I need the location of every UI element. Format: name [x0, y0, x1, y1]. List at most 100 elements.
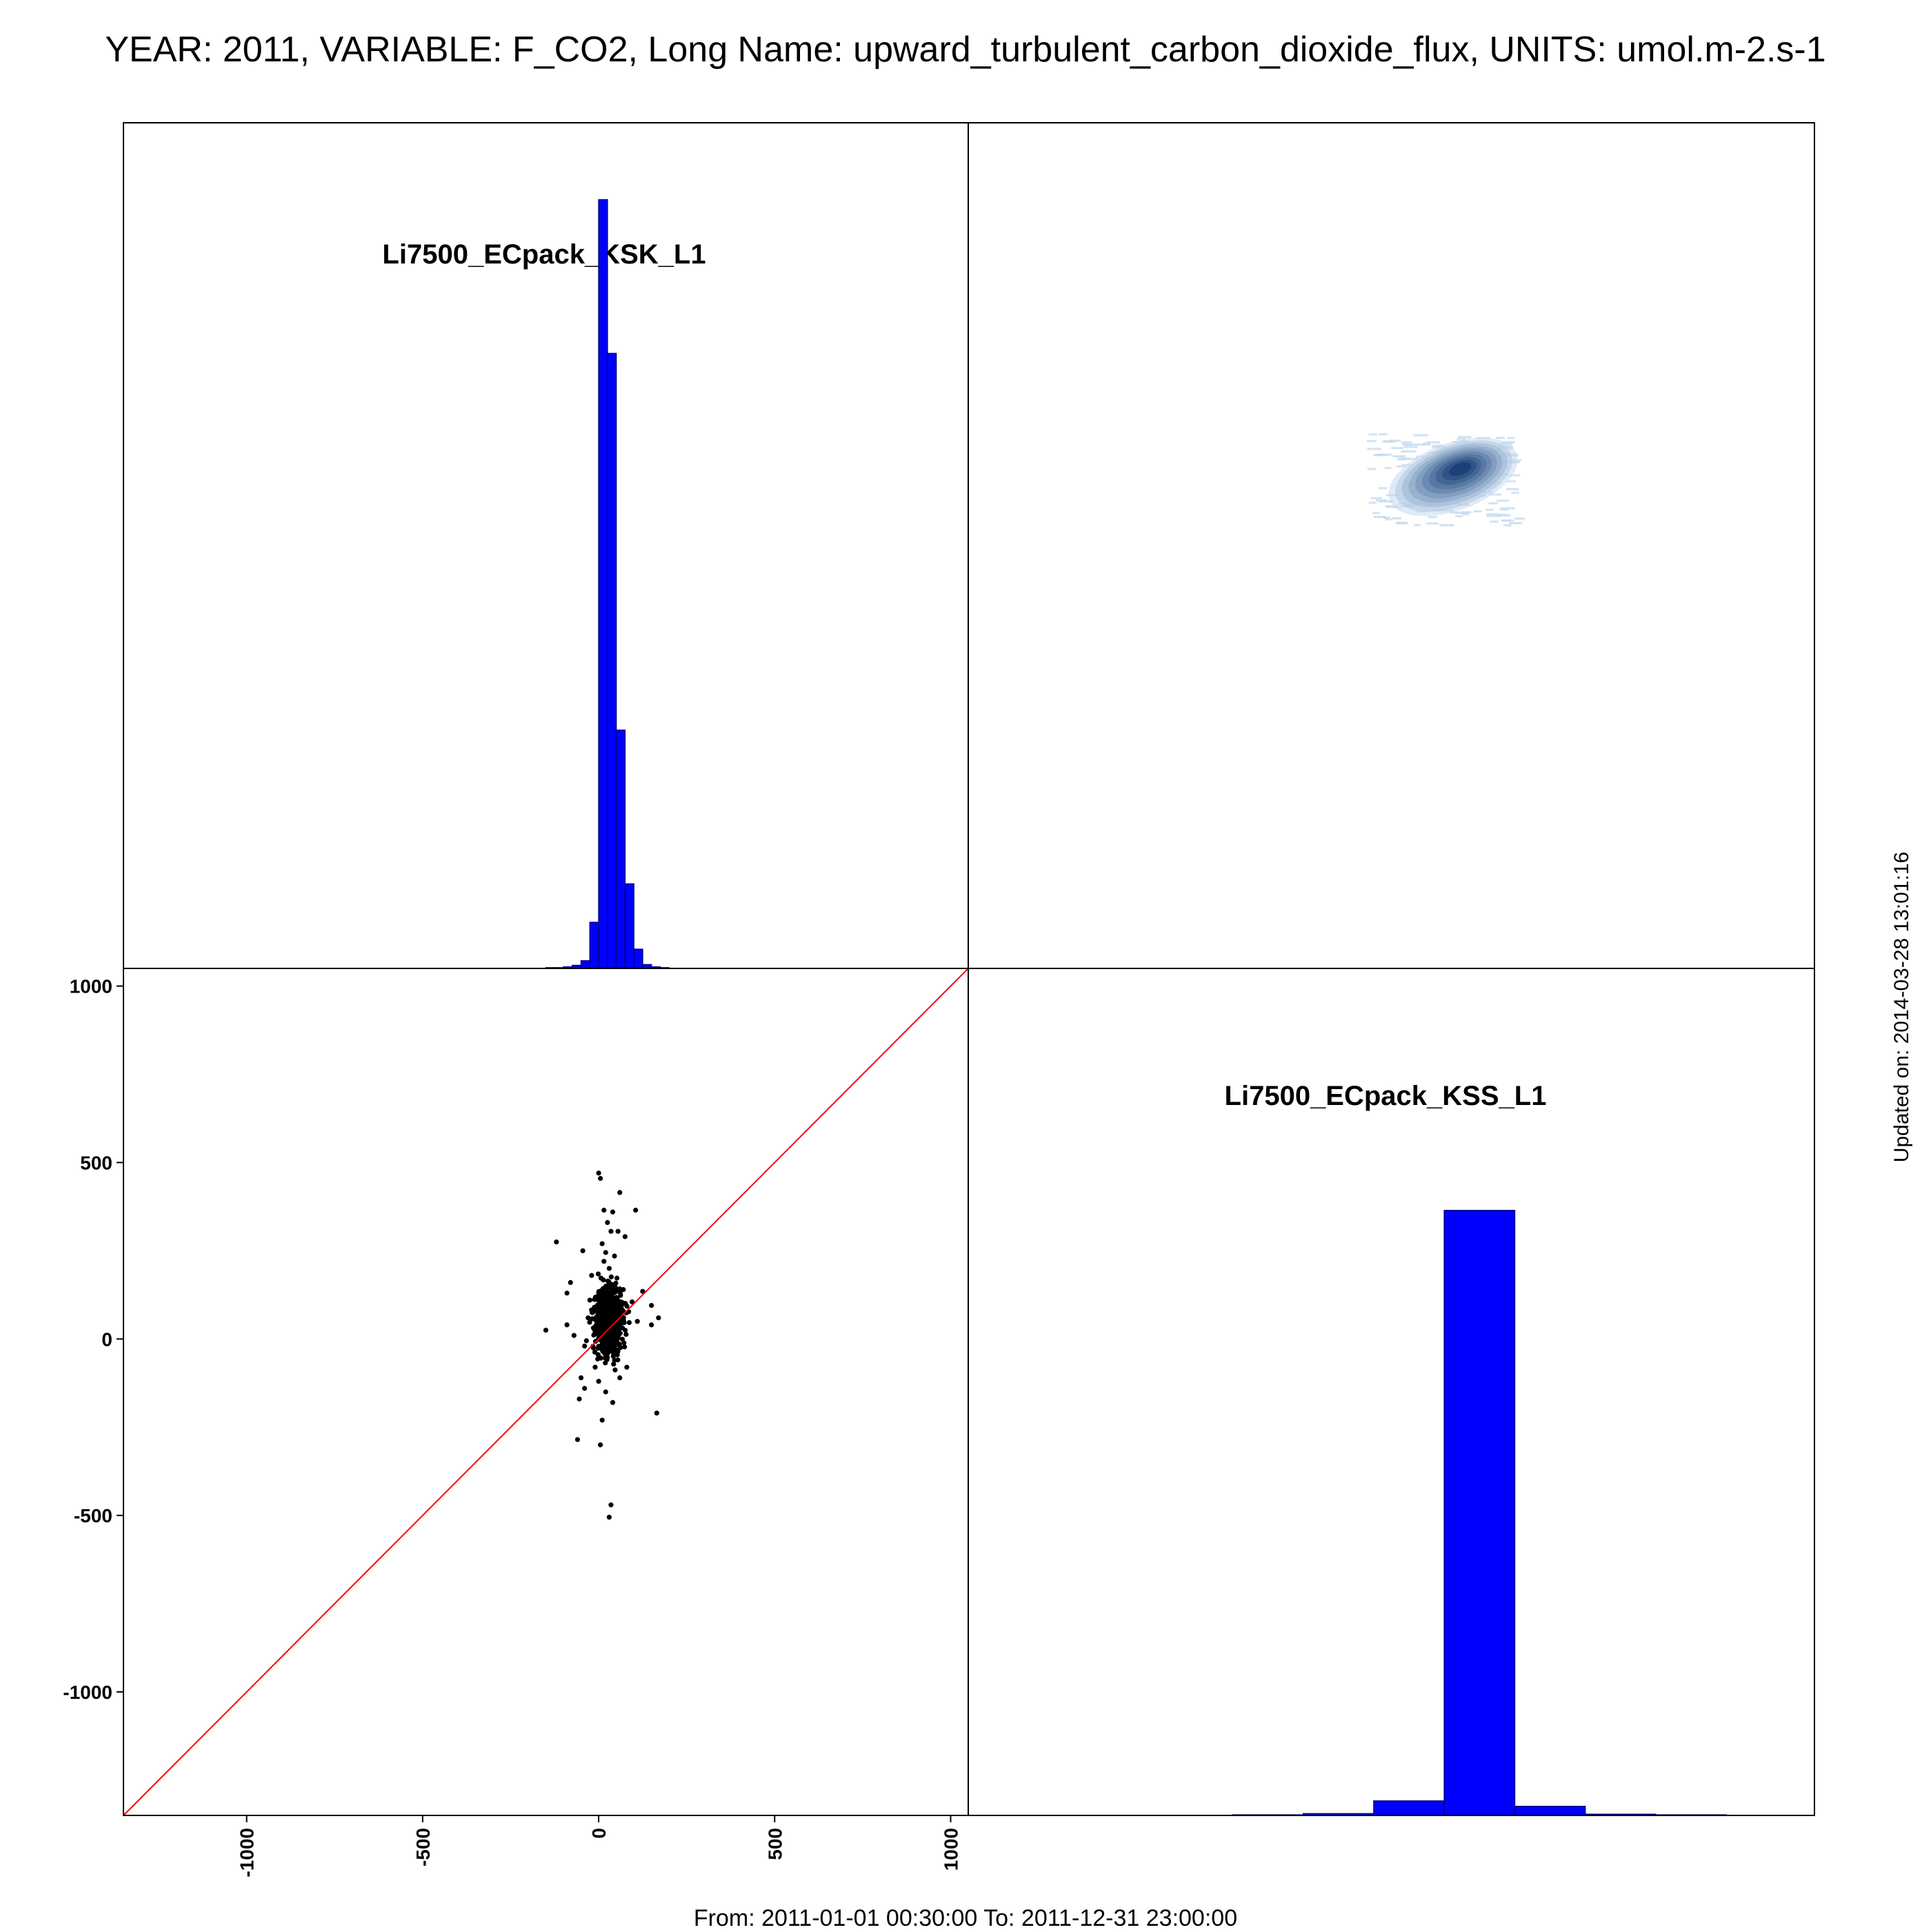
scatter-point — [601, 1309, 607, 1315]
scatter-point — [598, 1275, 604, 1281]
histogram-bar — [598, 199, 608, 969]
scatter-point — [605, 1219, 610, 1225]
density-cell — [1368, 433, 1378, 436]
density-cell — [1378, 433, 1388, 436]
scatter-point — [629, 1299, 635, 1305]
density-cell — [1403, 446, 1418, 448]
density-cell — [1509, 522, 1523, 525]
scatter-point — [604, 1334, 610, 1340]
scatter-point — [594, 1322, 599, 1328]
density-cell — [1511, 491, 1519, 494]
scatter-point — [582, 1386, 588, 1391]
density-cell — [1367, 468, 1377, 470]
density-cell — [1500, 508, 1509, 511]
density-cell — [1422, 442, 1430, 445]
density-cell — [1426, 441, 1441, 444]
scatter-point — [595, 1352, 601, 1357]
scatter-point — [592, 1308, 598, 1313]
scatter-point — [613, 1329, 619, 1335]
density-cell — [1401, 441, 1412, 444]
density-cell — [1457, 436, 1472, 439]
scatter-point — [612, 1253, 617, 1259]
scatter-point — [649, 1303, 654, 1308]
scatter-point — [578, 1375, 584, 1381]
scatter-point — [615, 1228, 621, 1234]
x-tick-label: -1000 — [237, 1828, 258, 1878]
scatter-point — [608, 1502, 614, 1508]
density-cell — [1403, 457, 1419, 460]
scatter-point — [601, 1316, 607, 1322]
density-cell — [1404, 444, 1419, 446]
density-cell — [1383, 517, 1390, 519]
scatter-point — [623, 1332, 629, 1337]
scatter-point — [622, 1234, 628, 1239]
scatter-point — [599, 1241, 605, 1246]
density-contour — [1448, 462, 1472, 476]
density-cell — [1392, 517, 1402, 519]
scatter-point — [610, 1209, 616, 1215]
scatter-point — [654, 1411, 659, 1416]
scatter-point — [564, 1322, 570, 1328]
density-cell — [1432, 444, 1445, 447]
density-cell — [1392, 455, 1406, 458]
x-tick-label: 1000 — [940, 1828, 961, 1871]
scatter-point — [589, 1273, 594, 1278]
scatter-point — [610, 1400, 616, 1405]
density-cell — [1378, 500, 1394, 503]
panel-title-kss: Li7500_ECpack_KSS_L1 — [1225, 1081, 1547, 1111]
scatter-point — [612, 1367, 618, 1373]
scatter-point — [622, 1344, 628, 1350]
scatter-point — [617, 1375, 623, 1381]
scatter-point — [640, 1288, 646, 1294]
y-tick-label: 0 — [101, 1328, 112, 1350]
scatter-point — [610, 1298, 616, 1304]
scatter-point — [587, 1297, 592, 1303]
scatter-point — [603, 1389, 608, 1395]
axes: -1000 -500 0 500 1000 -1000 -500 0 500 1000 — [63, 976, 961, 1878]
scatter-point — [611, 1362, 617, 1367]
y-tick-label: 500 — [80, 1152, 112, 1173]
density-cell — [1397, 458, 1407, 461]
histogram-bar — [580, 960, 591, 969]
panel-title-ksk: Li7500_ECpack_KSK_L1 — [382, 239, 706, 270]
scatter-point — [618, 1306, 623, 1311]
density-cell — [1367, 448, 1382, 450]
scatter-point — [609, 1337, 615, 1342]
density-cell — [1503, 524, 1512, 527]
scatter-point — [626, 1319, 632, 1326]
x-tick-label: 500 — [764, 1828, 786, 1860]
density-cell — [1370, 497, 1383, 499]
scatter-point — [616, 1326, 621, 1332]
density-cell — [1454, 512, 1470, 515]
scatter-point — [592, 1364, 598, 1370]
scatter-point — [582, 1343, 588, 1349]
scatter-point — [601, 1259, 607, 1264]
density-cell — [1397, 465, 1405, 468]
density-cell — [1396, 522, 1408, 525]
scatter-point — [580, 1248, 586, 1253]
density-cell — [1505, 488, 1519, 490]
scatter-point — [633, 1207, 639, 1213]
scatter-point — [601, 1348, 607, 1354]
scatter-point — [599, 1291, 605, 1296]
x-tick-label: -500 — [412, 1828, 434, 1866]
density-cell — [1417, 444, 1431, 446]
scatter-point — [621, 1287, 626, 1293]
density-cell — [1384, 467, 1392, 470]
density-cell — [1372, 512, 1381, 515]
scatter-point — [554, 1239, 559, 1245]
scatter-point — [619, 1319, 625, 1325]
scatter-point — [543, 1327, 549, 1333]
scatter-point — [624, 1364, 630, 1370]
scatter-point — [604, 1357, 610, 1362]
density-cell — [1455, 515, 1463, 518]
date-range-caption: From: 2011-01-01 00:30:00 To: 2011-12-31… — [693, 1905, 1238, 1931]
density-cell — [1367, 440, 1377, 443]
scatter-point — [620, 1299, 626, 1306]
panel-bottom-left-scatter — [123, 968, 969, 1816]
histogram-bar — [1443, 1210, 1516, 1816]
density-cell — [1497, 513, 1507, 516]
density-cell — [1501, 519, 1514, 522]
scatter-point — [617, 1331, 623, 1336]
scatter-point — [601, 1305, 606, 1311]
